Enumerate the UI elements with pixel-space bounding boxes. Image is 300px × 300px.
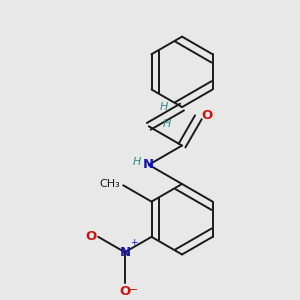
Text: O: O [119, 285, 130, 298]
Text: N: N [143, 158, 154, 171]
Text: +: + [130, 238, 137, 247]
Text: −: − [129, 285, 138, 295]
Text: H: H [163, 119, 172, 129]
Text: N: N [119, 246, 130, 259]
Text: CH₃: CH₃ [99, 179, 120, 189]
Text: H: H [132, 157, 141, 167]
Text: O: O [85, 230, 97, 243]
Text: O: O [202, 109, 213, 122]
Text: H: H [159, 102, 168, 112]
